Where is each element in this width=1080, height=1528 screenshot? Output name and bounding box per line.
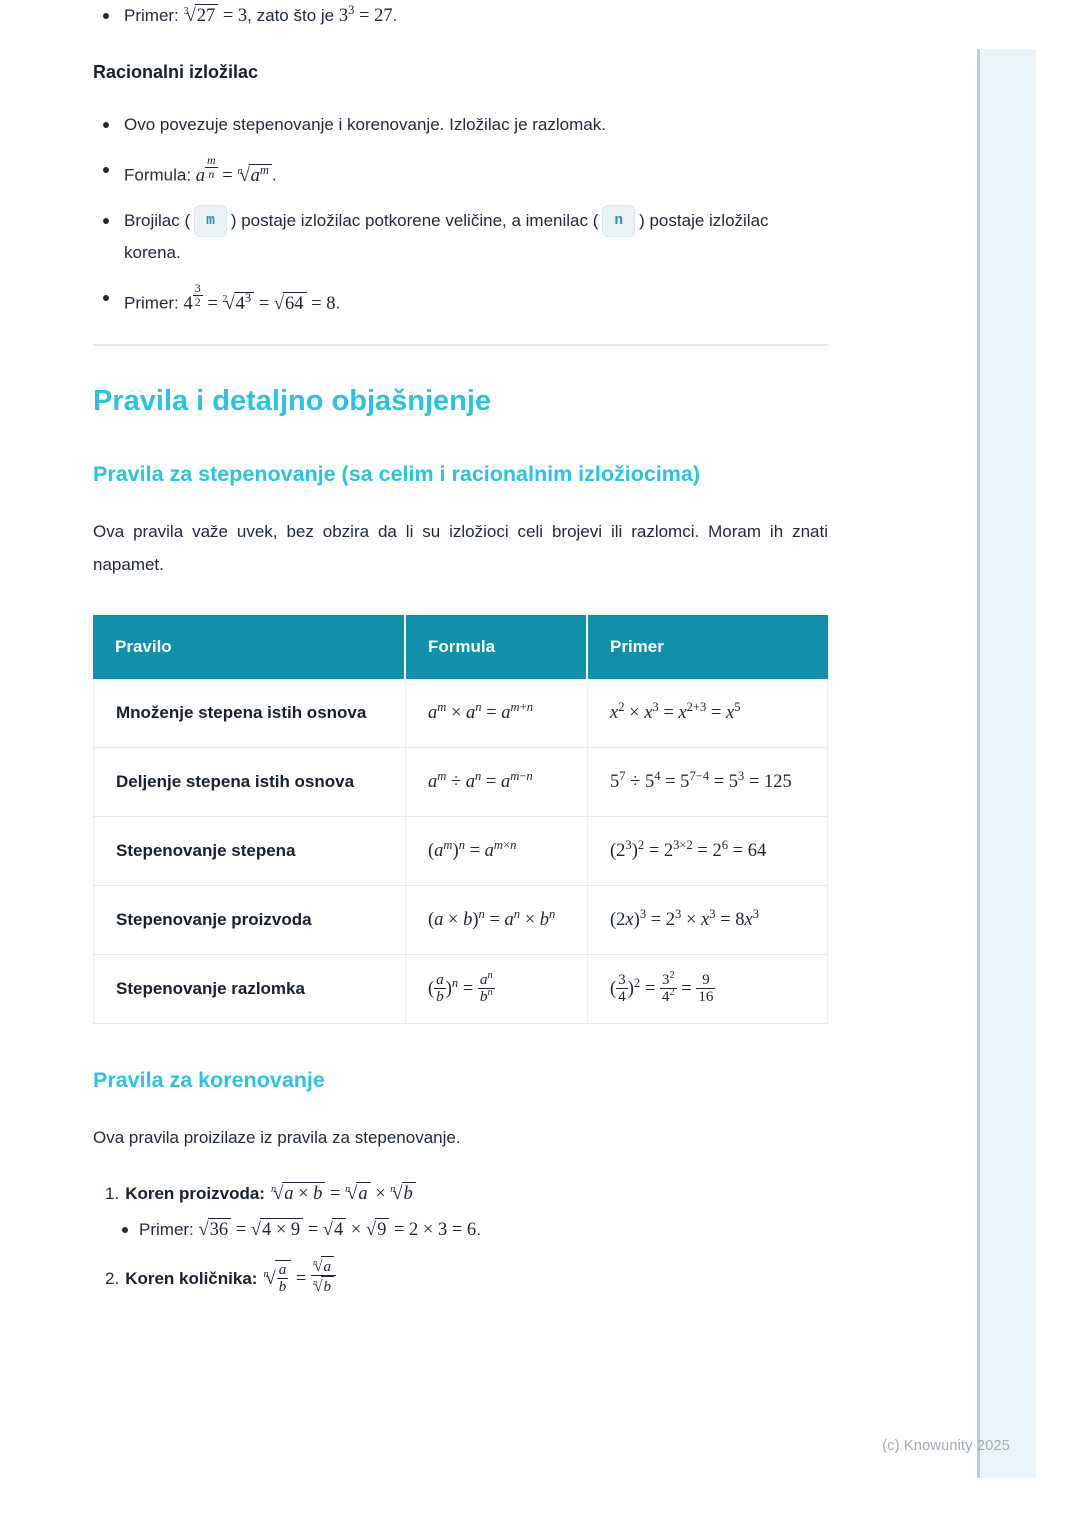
rule-cell: Stepenovanje stepena (93, 816, 406, 886)
code-badge: n (602, 204, 636, 238)
math-expression: (2x)3 = 23 × x3 = 8x3 (610, 906, 759, 930)
primer-cell: (3 4)2 = 32 42 = 9 16 (588, 954, 828, 1024)
bullet-item: Primer: √36 = √4 × 9 = √4 × √9 = 2 × 3 =… (105, 1214, 828, 1246)
subsection-heading-rational: Racionalni izložilac (93, 62, 259, 82)
ordered-item: 1. Koren proizvoda: n√a × b = n√a × n√b Pr… (93, 1178, 828, 1246)
rules-table-head: Pravilo Formula Primer (93, 614, 828, 679)
table-header-row: Pravilo Formula Primer (93, 614, 828, 679)
math-expression: (3 4)2 = 32 42 = 9 16 (610, 970, 716, 1006)
subsection-title-stepenovanje: Pravila za stepenovanje (sa celim i raci… (93, 461, 701, 486)
section-divider (93, 343, 828, 346)
rules-table: Pravilo Formula Primer Množenje stepena … (93, 614, 828, 1024)
math-expression: am ÷ an = am−n (428, 768, 533, 792)
table-row: Deljenje stepena istih osnova am ÷ an = a… (93, 747, 828, 817)
koren-rules-list: 1. Koren proizvoda: n√a × b = n√a × n√b Pr… (93, 1178, 828, 1296)
rule-cell: Stepenovanje razlomka (93, 954, 406, 1024)
code-badge: m (194, 204, 227, 238)
item-label: Koren proizvoda: (125, 1183, 265, 1203)
primer-cell: (2x)3 = 23 × x3 = 8x3 (588, 885, 828, 955)
bullet-item: Brojilac (m) postaje izložilac potkorene… (93, 204, 828, 270)
subsection-title-korenovanje: Pravila za korenovanje (93, 1067, 325, 1092)
primer-cell: x2 × x3 = x2+3 = x5 (588, 678, 828, 748)
table-header-formula: Formula (406, 614, 588, 679)
ordered-item: 2. Koren količnika: n√ a b = n√a n√b (93, 1255, 828, 1296)
formula-cell: am × an = am+n (406, 678, 588, 748)
page-content: Primer: 3√27 = 3, zato što je 33 = 27. R… (93, 0, 828, 1306)
sub-bullet-list: Primer: √36 = √4 × 9 = √4 × √9 = 2 × 3 =… (105, 1214, 828, 1246)
table-header-pravilo: Pravilo (93, 614, 406, 679)
item-number: 2. (105, 1268, 120, 1288)
top-bullet-list: Primer: 3√27 = 3, zato što je 33 = 27. (93, 0, 828, 32)
rule-cell: Deljenje stepena istih osnova (93, 747, 406, 817)
math-expression: (23)2 = 23×2 = 26 = 64 (610, 837, 767, 861)
item-number: 1. (105, 1183, 120, 1203)
copyright-footer: (c) Knowunity 2025 (882, 1438, 1010, 1454)
table-row: Stepenovanje proizvoda (a × b)n = an × bn… (93, 885, 828, 955)
math-expression: (am)n = am×n (428, 837, 517, 861)
rational-bullet-list: Ovo povezuje stepenovanje i korenovanje.… (93, 109, 828, 320)
math-expression: 57 ÷ 54 = 57−4 = 53 = 125 (610, 768, 792, 792)
rules-table-body: Množenje stepena istih osnova am × an = a… (93, 678, 828, 1024)
table-header-primer: Primer (588, 614, 828, 679)
section-title: Pravila i detaljno objašnjenje (93, 384, 492, 417)
math-expression: (a b)n = an bn (428, 970, 495, 1006)
item-label: Koren količnika: (125, 1268, 258, 1288)
right-margin-strip (977, 49, 1036, 1478)
table-row: Stepenovanje razlomka (a b)n = an bn (3 4)2 =… (93, 954, 828, 1024)
primer-cell: (23)2 = 23×2 = 26 = 64 (588, 816, 828, 886)
formula-cell: (a × b)n = an × bn (406, 885, 588, 955)
bullet-item: Primer: 3√27 = 3, zato što je 33 = 27. (93, 0, 828, 32)
math-expression: n√a × b = n√a × n√b (271, 1181, 416, 1204)
math-expression: x2 × x3 = x2+3 = x5 (610, 699, 741, 723)
rule-cell: Množenje stepena istih osnova (93, 678, 406, 748)
math-expression: 3√27 = 3 (183, 4, 248, 26)
math-expression: n√ a b = n√a n√b (263, 1255, 337, 1295)
primer-cell: 57 ÷ 54 = 57−4 = 53 = 125 (588, 747, 828, 817)
bullet-item: Ovo povezuje stepenovanje i korenovanje.… (93, 109, 828, 141)
formula-cell: (am)n = am×n (406, 816, 588, 886)
table-row: Množenje stepena istih osnova am × an = a… (93, 678, 828, 748)
math-expression: am × an = am+n (428, 699, 533, 723)
table-row: Stepenovanje stepena (am)n = am×n (23)2 = … (93, 816, 828, 886)
formula-cell: (a b)n = an bn (406, 954, 588, 1024)
formula-cell: am ÷ an = am−n (406, 747, 588, 817)
math-expression: (a × b)n = an × bn (428, 906, 556, 930)
intro-paragraph: Ova pravila važe uvek, bez obzira da li … (93, 521, 828, 574)
math-expression: √36 = √4 × 9 = √4 × √9 = 2 × 3 = 6 (198, 1217, 477, 1240)
rule-cell: Stepenovanje proizvoda (93, 885, 406, 955)
koren-paragraph: Ova pravila proizilaze iz pravila za ste… (93, 1127, 461, 1147)
math-expression: 33 = 27 (338, 2, 393, 26)
